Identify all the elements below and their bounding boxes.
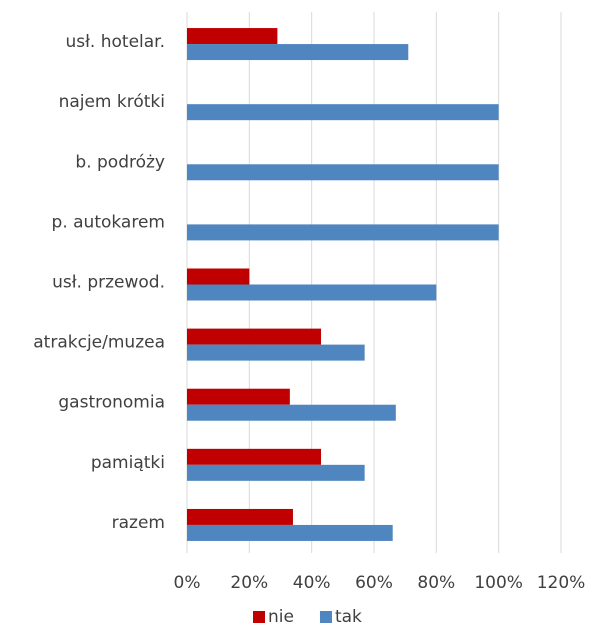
x-tick-label: 60% xyxy=(355,573,393,593)
y-tick-label: atrakcje/muzea xyxy=(33,333,165,353)
bar xyxy=(187,164,499,181)
legend-label: nie xyxy=(268,607,294,626)
bar xyxy=(187,388,290,405)
y-tick-label: b. podróży xyxy=(75,152,165,172)
bar xyxy=(187,508,293,525)
legend-swatch xyxy=(253,611,265,623)
bar xyxy=(187,268,250,285)
bar xyxy=(187,44,409,61)
x-tick-label: 80% xyxy=(417,573,455,593)
y-tick-label: usł. przewod. xyxy=(52,273,165,293)
bar xyxy=(187,28,278,45)
bar xyxy=(187,344,365,361)
bar xyxy=(187,404,396,421)
legend-swatch xyxy=(319,611,332,623)
x-tick-label: 0% xyxy=(174,573,201,593)
legend-label: tak xyxy=(335,607,362,626)
y-tick-label: najem krótki xyxy=(59,92,165,112)
bar xyxy=(187,524,393,541)
x-tick-label: 20% xyxy=(230,573,268,593)
x-tick-label: 40% xyxy=(293,573,331,593)
y-tick-label: razem xyxy=(112,513,165,533)
x-tick-label: 100% xyxy=(474,573,523,593)
y-tick-label: usł. hotelar. xyxy=(65,32,165,52)
bar xyxy=(187,284,437,301)
y-tick-label: pamiątki xyxy=(91,453,165,473)
bar xyxy=(187,328,322,345)
bar xyxy=(187,224,499,241)
bar xyxy=(187,104,499,121)
x-tick-label: 120% xyxy=(537,573,586,593)
y-tick-label: gastronomia xyxy=(58,393,165,413)
y-tick-label: p. autokarem xyxy=(52,212,165,232)
bar xyxy=(187,464,365,481)
bar xyxy=(187,448,322,465)
